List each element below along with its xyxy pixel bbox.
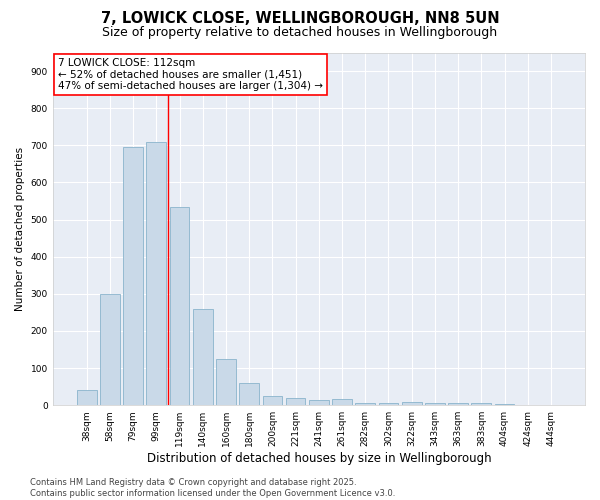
Bar (146, 142, 166, 405)
X-axis label: Distribution of detached houses by size in Wellingborough: Distribution of detached houses by size … (146, 452, 491, 465)
Bar (77, 390, 97, 405)
Bar (193, 308, 212, 405)
Bar (309, 400, 329, 405)
Bar (123, 147, 143, 405)
Bar (379, 404, 398, 405)
Bar (425, 404, 445, 405)
Y-axis label: Number of detached properties: Number of detached properties (15, 147, 25, 311)
Bar (216, 359, 236, 405)
Bar (402, 402, 422, 405)
Bar (239, 383, 259, 405)
Bar (286, 398, 305, 405)
Text: Contains HM Land Registry data © Crown copyright and database right 2025.
Contai: Contains HM Land Registry data © Crown c… (30, 478, 395, 498)
Bar (170, 206, 190, 405)
Text: 7, LOWICK CLOSE, WELLINGBOROUGH, NN8 5UN: 7, LOWICK CLOSE, WELLINGBOROUGH, NN8 5UN (101, 11, 499, 26)
Bar (100, 294, 120, 405)
Bar (332, 398, 352, 405)
Bar (263, 396, 282, 405)
Text: 7 LOWICK CLOSE: 112sqm
← 52% of detached houses are smaller (1,451)
47% of semi-: 7 LOWICK CLOSE: 112sqm ← 52% of detached… (58, 58, 323, 91)
Text: Size of property relative to detached houses in Wellingborough: Size of property relative to detached ho… (103, 26, 497, 39)
Bar (448, 404, 468, 405)
Bar (494, 404, 514, 405)
Bar (355, 404, 375, 405)
Bar (472, 404, 491, 405)
